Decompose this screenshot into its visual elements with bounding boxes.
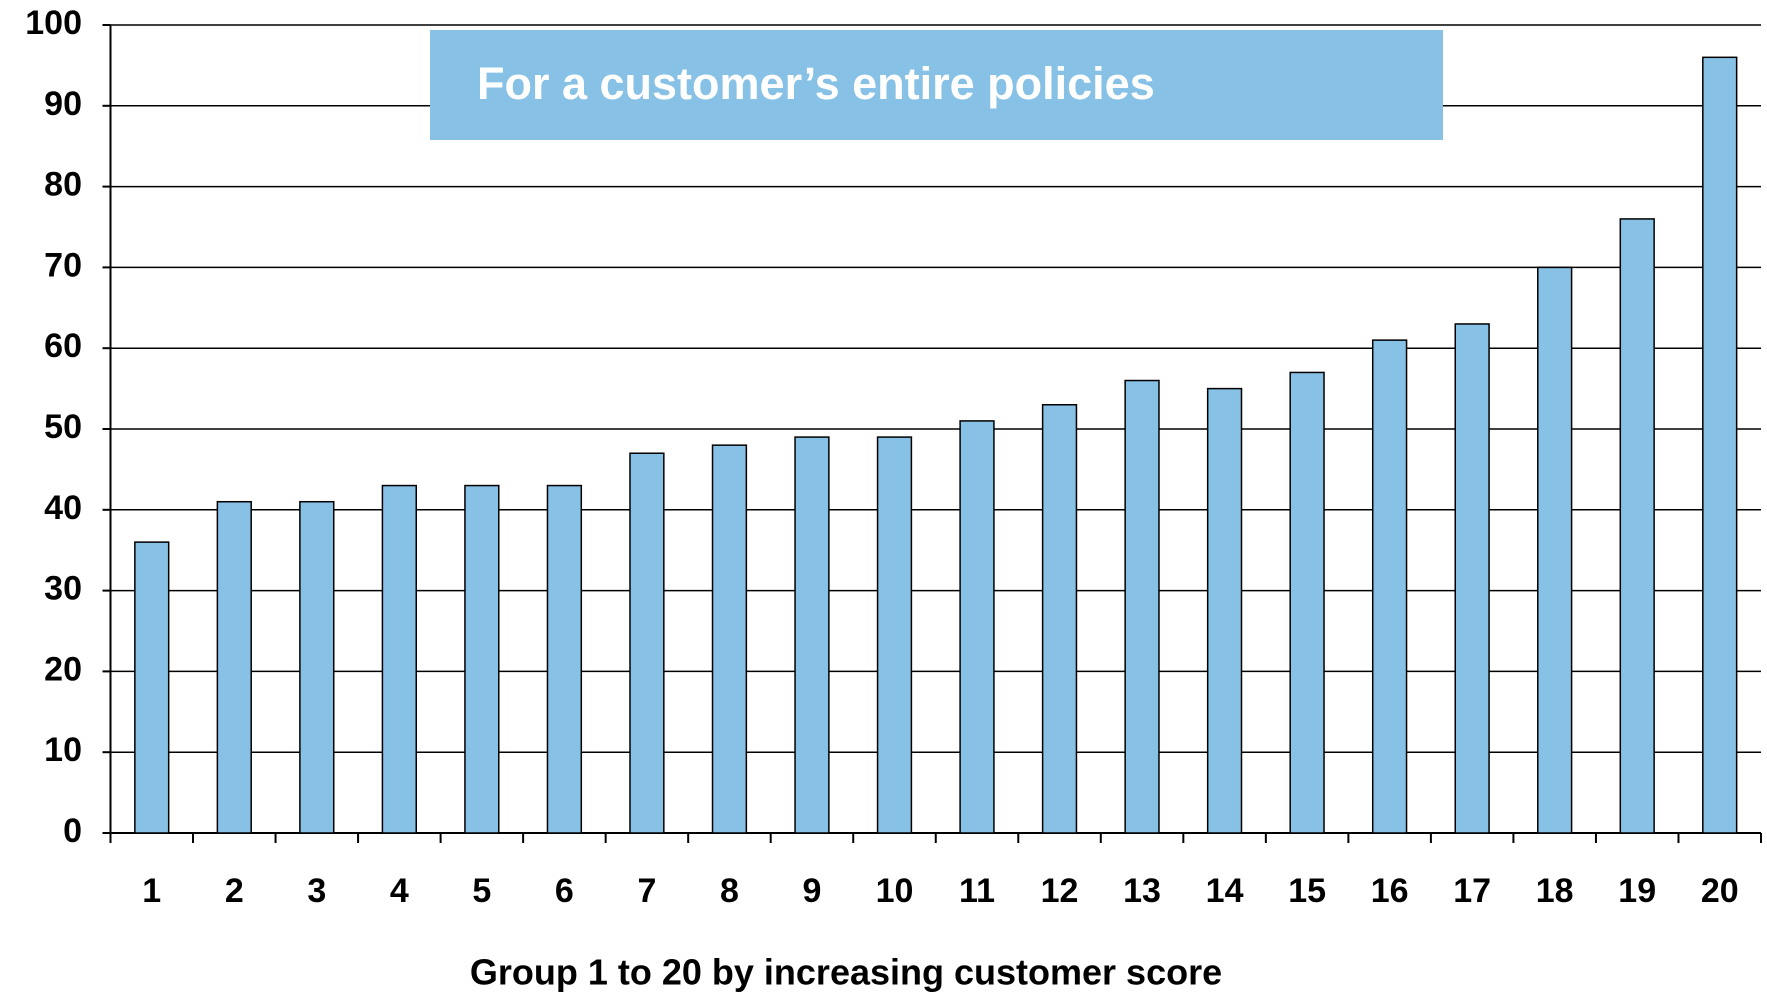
y-tick-label: 40 [44, 489, 82, 527]
y-tick-label: 70 [44, 246, 82, 284]
bar [959, 420, 995, 834]
x-tick-label: 20 [1701, 872, 1739, 910]
bar [876, 436, 913, 834]
y-tick-label: 10 [44, 731, 82, 769]
bar [1124, 379, 1160, 834]
x-tick-label: 16 [1371, 872, 1409, 910]
bar [1537, 266, 1573, 834]
x-tick-label: 8 [720, 872, 739, 910]
y-tick-label: 50 [44, 408, 82, 446]
x-tick-label: 15 [1288, 872, 1326, 910]
x-tick-label: 17 [1453, 872, 1491, 910]
annotation-box [430, 30, 1443, 140]
x-tick-label: 6 [555, 872, 574, 910]
bar [216, 500, 252, 834]
bar [546, 484, 583, 834]
annotation: For a customer’s entire policies [477, 58, 1155, 109]
bar [1289, 371, 1325, 834]
y-tick-label: 20 [44, 650, 82, 688]
x-tick-label: 19 [1618, 872, 1656, 910]
y-tick-label: 30 [44, 570, 82, 608]
bar [381, 484, 418, 834]
bar [299, 500, 335, 834]
x-tick-label: 18 [1536, 872, 1574, 910]
bar [1371, 339, 1408, 834]
x-tick-label: 12 [1041, 872, 1079, 910]
bar [1702, 56, 1738, 834]
x-tick-label: 7 [637, 872, 656, 910]
x-tick-label: 1 [142, 872, 161, 910]
x-tick-label: 13 [1123, 872, 1161, 910]
x-tick-label: 9 [803, 872, 822, 910]
x-tick-label: 2 [225, 872, 244, 910]
y-tick-label: 0 [63, 812, 82, 850]
y-tick-label: 90 [44, 85, 82, 123]
x-tick-label: 3 [307, 872, 326, 910]
x-axis-label: Group 1 to 20 by increasing customer sco… [470, 952, 1222, 993]
x-tick-label: 5 [472, 872, 491, 910]
x-tick-label: 14 [1206, 872, 1244, 910]
x-tick-label: 10 [876, 872, 914, 910]
bar [711, 444, 748, 834]
bar [1619, 218, 1655, 834]
x-tick-label: 11 [959, 872, 995, 910]
bar [1454, 323, 1490, 834]
x-tick-label: 4 [390, 872, 409, 910]
bar [794, 436, 830, 834]
bar [1041, 404, 1078, 834]
bar [629, 452, 665, 834]
bar [464, 484, 500, 834]
bar [134, 541, 170, 834]
y-tick-label: 60 [44, 327, 82, 365]
y-tick-label: 100 [25, 4, 82, 42]
y-tick-label: 80 [44, 166, 82, 204]
bar [1206, 387, 1243, 834]
